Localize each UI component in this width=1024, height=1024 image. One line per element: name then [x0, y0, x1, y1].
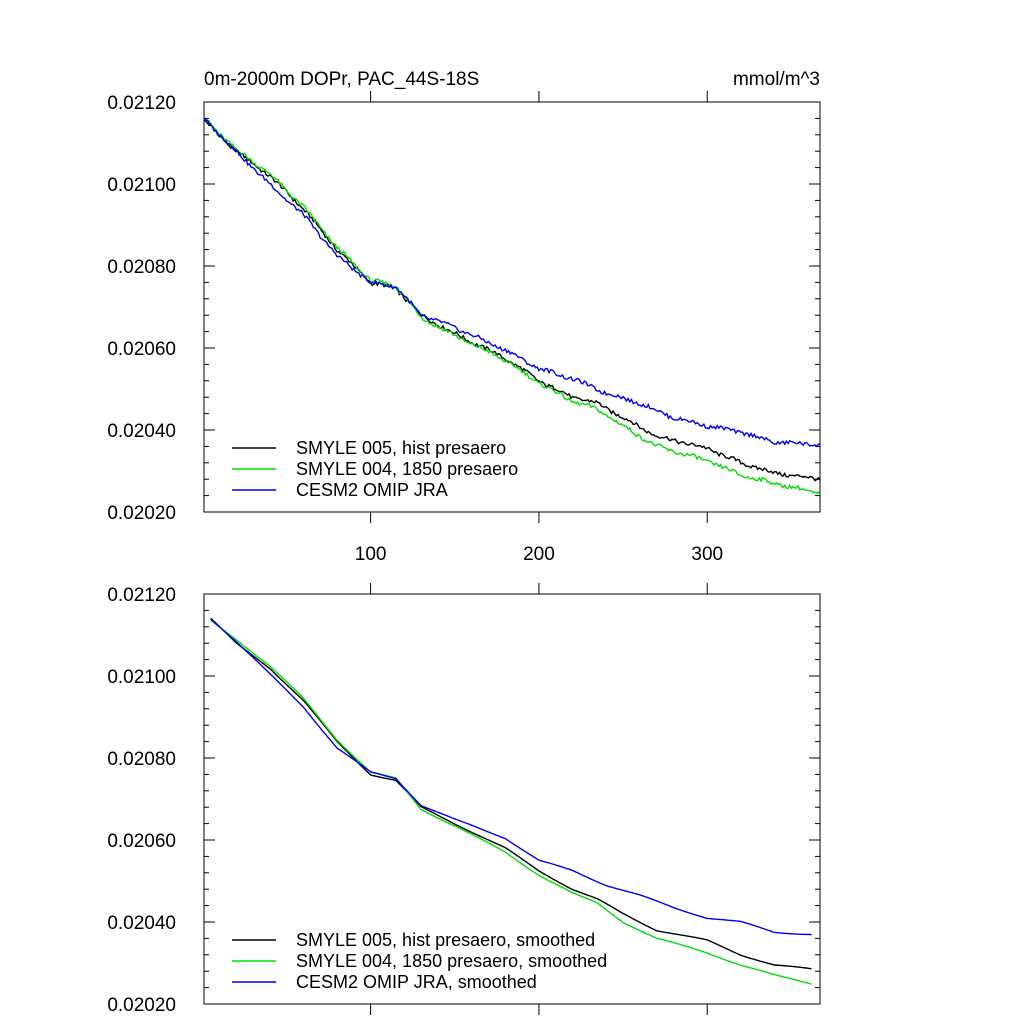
y-tick-label: 0.02020 [107, 995, 176, 1016]
series-line-1 [203, 118, 821, 496]
y-tick-label: 0.02120 [107, 585, 176, 606]
series-line-2 [203, 117, 821, 448]
x-tick-label: 200 [523, 544, 555, 565]
y-tick-label: 0.02040 [107, 913, 176, 934]
plot-frame [203, 101, 821, 513]
top-panel: 0.02020 0.02040 0.02060 0.02080 0.02100 0.021… [107, 91, 821, 565]
units-label: mmol/m^3 [733, 69, 820, 90]
y-tick-label: 0.02080 [107, 749, 176, 770]
y-tick-label: 0.02080 [107, 257, 176, 278]
series-line-0 [203, 118, 821, 482]
y-tick-label: 0.02060 [107, 339, 176, 360]
series-line-0 [210, 617, 812, 970]
legend-entry-0: SMYLE 005, hist presaero [296, 438, 506, 458]
bottom-panel: 0.02020 0.02040 0.02060 0.02080 0.02100 0.021… [107, 583, 821, 1016]
y-tick-label: 0.02040 [107, 421, 176, 442]
x-tick-label: 300 [691, 544, 723, 565]
y-tick-label: 0.02060 [107, 831, 176, 852]
x-tick-label: 100 [355, 544, 387, 565]
y-tick-label: 0.02100 [107, 175, 176, 196]
y-tick-label: 0.02020 [107, 503, 176, 524]
series-line-2 [210, 618, 812, 936]
y-tick-label: 0.02100 [107, 667, 176, 688]
chart-title: 0m-2000m DOPr, PAC_44S-18S [204, 69, 479, 90]
y-tick-label: 0.02120 [107, 93, 176, 114]
legend-entry-1: SMYLE 004, 1850 presaero, smoothed [296, 951, 607, 971]
series-line-1 [210, 619, 812, 985]
plot-frame [203, 593, 821, 1005]
legend-entry-1: SMYLE 004, 1850 presaero [296, 459, 518, 479]
legend-entry-2: CESM2 OMIP JRA, smoothed [296, 972, 537, 992]
legend-entry-2: CESM2 OMIP JRA [296, 480, 448, 500]
legend-entry-0: SMYLE 005, hist presaero, smoothed [296, 930, 595, 950]
